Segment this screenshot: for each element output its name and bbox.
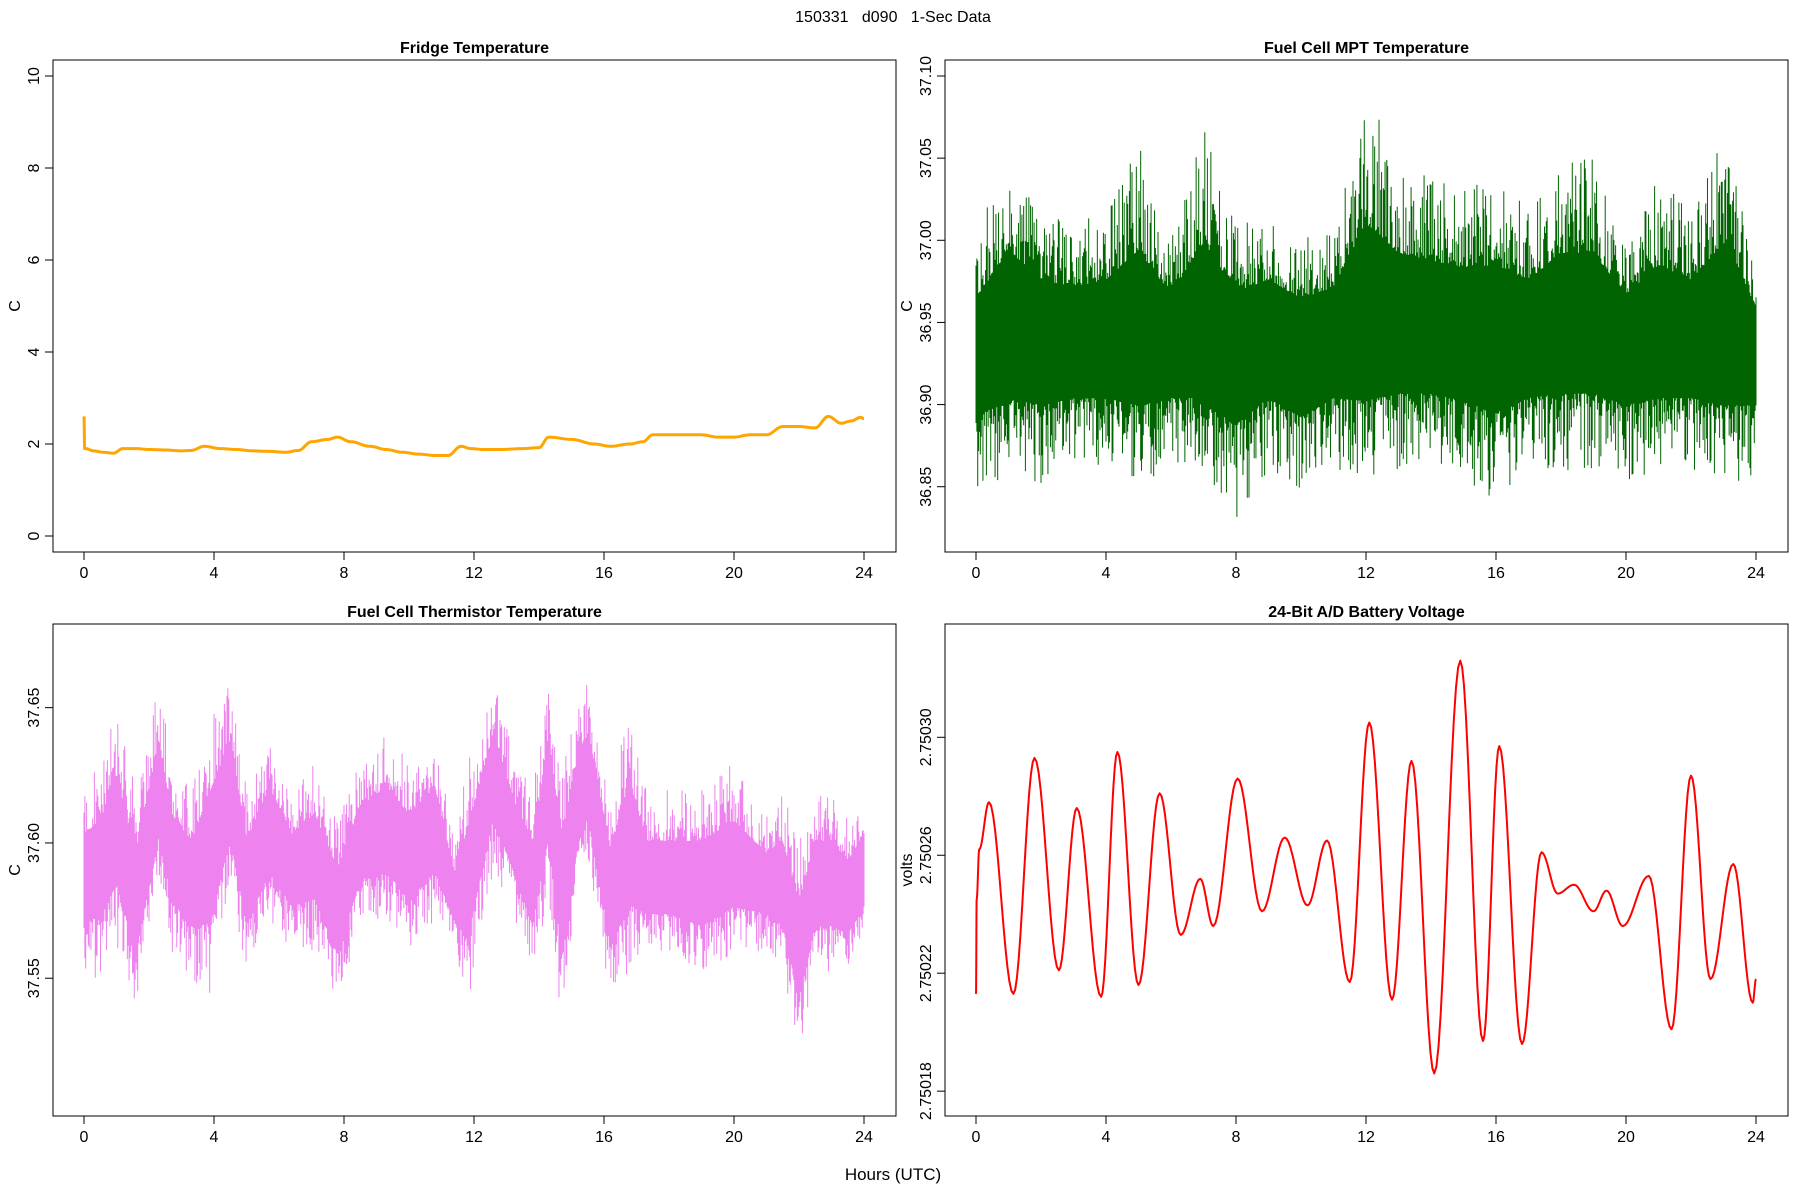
x-tick-label: 8 bbox=[1232, 1129, 1241, 1146]
y-tick-label: 2.75022 bbox=[918, 944, 935, 1002]
x-tick-label: 4 bbox=[1102, 565, 1111, 582]
figure-title: 150331 d090 1-Sec Data bbox=[795, 9, 991, 26]
x-tick-label: 20 bbox=[1617, 565, 1635, 582]
x-tick-label: 16 bbox=[595, 565, 613, 582]
y-axis-label: volts bbox=[899, 854, 916, 887]
data-series bbox=[975, 119, 1757, 517]
y-axis: 37.55 37.60 37.65 bbox=[26, 688, 54, 998]
battery-voltage-panel: 24-Bit A/D Battery Voltage 0 4 8 12 16 20 24 2.7… bbox=[899, 604, 1789, 1146]
x-tick-label: 20 bbox=[725, 565, 743, 582]
y-axis: 0 2 4 6 8 10 bbox=[26, 67, 54, 540]
signal-line bbox=[82, 414, 866, 457]
panel-title: 24-Bit A/D Battery Voltage bbox=[1268, 604, 1465, 621]
x-axis: 0 4 8 12 16 20 24 bbox=[972, 1115, 1765, 1146]
y-tick-label: 36.90 bbox=[918, 384, 935, 424]
y-axis-label: C bbox=[7, 300, 24, 312]
x-axis: 0 4 8 12 16 20 24 bbox=[80, 1115, 873, 1146]
signal-band bbox=[976, 230, 1756, 419]
y-axis-label: C bbox=[7, 864, 24, 876]
x-tick-label: 0 bbox=[80, 565, 89, 582]
y-tick-label: 37.10 bbox=[918, 56, 935, 96]
y-tick-label: 37.55 bbox=[26, 958, 43, 998]
x-tick-label: 8 bbox=[340, 565, 349, 582]
signal-band bbox=[84, 735, 864, 991]
y-tick-label: 2 bbox=[26, 439, 43, 448]
x-tick-label: 12 bbox=[465, 565, 483, 582]
y-tick-label: 37.05 bbox=[918, 138, 935, 178]
y-tick-label: 10 bbox=[26, 67, 43, 85]
data-series bbox=[83, 685, 865, 1034]
shared-x-axis-label: Hours (UTC) bbox=[845, 1165, 941, 1184]
x-tick-label: 12 bbox=[465, 1129, 483, 1146]
x-tick-label: 4 bbox=[210, 565, 219, 582]
x-axis: 0 4 8 12 16 20 24 bbox=[80, 551, 873, 582]
panel-title: Fuel Cell MPT Temperature bbox=[1264, 40, 1469, 57]
y-tick-label: 2.75030 bbox=[918, 708, 935, 766]
y-axis: 36.85 36.90 36.95 37.00 37.05 37.10 bbox=[918, 56, 946, 507]
x-tick-label: 0 bbox=[972, 565, 981, 582]
x-tick-label: 24 bbox=[1747, 565, 1765, 582]
x-tick-label: 16 bbox=[1487, 565, 1505, 582]
y-axis: 2.75018 2.75022 2.75026 2.75030 bbox=[918, 708, 946, 1120]
y-tick-label: 37.60 bbox=[26, 823, 43, 863]
y-tick-label: 0 bbox=[26, 531, 43, 540]
x-tick-label: 12 bbox=[1357, 565, 1375, 582]
x-tick-label: 24 bbox=[855, 565, 873, 582]
x-tick-label: 20 bbox=[1617, 1129, 1635, 1146]
signal-line bbox=[975, 659, 1757, 1075]
y-tick-label: 8 bbox=[26, 163, 43, 172]
y-tick-label: 37.65 bbox=[26, 688, 43, 728]
x-tick-label: 8 bbox=[340, 1129, 349, 1146]
x-axis: 0 4 8 12 16 20 24 bbox=[972, 551, 1765, 582]
x-tick-label: 0 bbox=[972, 1129, 981, 1146]
y-tick-label: 37.00 bbox=[918, 220, 935, 260]
y-tick-label: 2.75018 bbox=[918, 1062, 935, 1120]
x-tick-label: 4 bbox=[1102, 1129, 1111, 1146]
panel-title: Fuel Cell Thermistor Temperature bbox=[347, 604, 602, 621]
data-series bbox=[82, 414, 866, 457]
y-tick-label: 6 bbox=[26, 255, 43, 264]
fuel-cell-thermistor-temperature-panel: Fuel Cell Thermistor Temperature 0 4 8 12 16 2… bbox=[7, 604, 897, 1146]
x-tick-label: 24 bbox=[855, 1129, 873, 1146]
y-tick-label: 4 bbox=[26, 347, 43, 356]
panel-title: Fridge Temperature bbox=[400, 40, 549, 57]
x-tick-label: 16 bbox=[1487, 1129, 1505, 1146]
x-tick-label: 0 bbox=[80, 1129, 89, 1146]
data-series bbox=[975, 659, 1757, 1075]
x-tick-label: 4 bbox=[210, 1129, 219, 1146]
x-tick-label: 12 bbox=[1357, 1129, 1375, 1146]
x-tick-label: 20 bbox=[725, 1129, 743, 1146]
x-tick-label: 8 bbox=[1232, 565, 1241, 582]
y-tick-label: 36.85 bbox=[918, 467, 935, 507]
y-axis-label: C bbox=[899, 300, 916, 312]
fuel-cell-mpt-temperature-panel: Fuel Cell MPT Temperature 0 4 8 12 16 20 24 36.8… bbox=[899, 40, 1789, 582]
x-tick-label: 24 bbox=[1747, 1129, 1765, 1146]
y-tick-label: 2.75026 bbox=[918, 826, 935, 884]
x-tick-label: 16 bbox=[595, 1129, 613, 1146]
y-tick-label: 36.95 bbox=[918, 302, 935, 342]
